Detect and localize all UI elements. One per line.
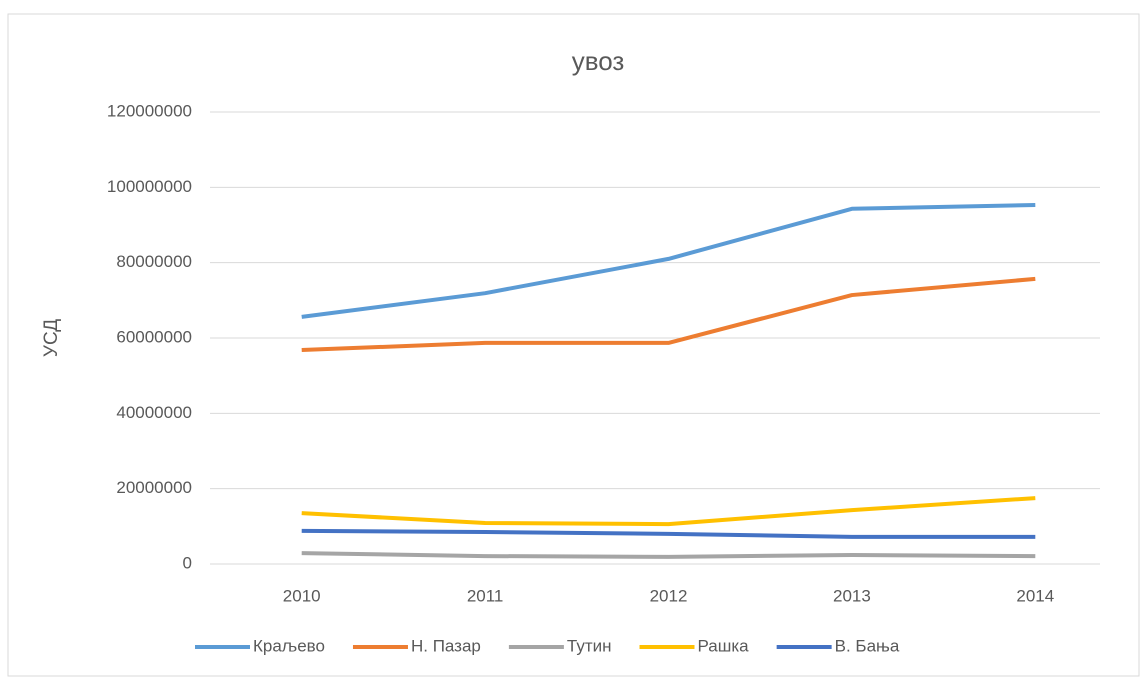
series-line bbox=[301, 528, 1036, 539]
legend-label: В. Бања bbox=[835, 636, 900, 655]
x-tick-label: 2014 bbox=[1016, 586, 1054, 605]
legend-label: Н. Пазар bbox=[411, 636, 481, 655]
series-line bbox=[301, 203, 1036, 319]
series-line bbox=[301, 276, 1036, 353]
y-tick-label: 120000000 bbox=[107, 101, 192, 120]
y-tick-label: 20000000 bbox=[116, 478, 192, 497]
x-tick-label: 2012 bbox=[650, 586, 688, 605]
y-axis-label: УСД bbox=[41, 319, 62, 357]
legend-label: Рашка bbox=[698, 636, 750, 655]
y-tick-label: 80000000 bbox=[116, 252, 192, 271]
legend-label: Краљево bbox=[253, 636, 325, 655]
y-tick-label: 60000000 bbox=[116, 327, 192, 346]
x-tick-label: 2013 bbox=[833, 586, 871, 605]
y-tick-label: 40000000 bbox=[116, 403, 192, 422]
y-tick-label: 0 bbox=[183, 553, 192, 572]
chart-border bbox=[7, 13, 1140, 677]
y-tick-label: 100000000 bbox=[107, 177, 192, 196]
chart-title: увоз bbox=[572, 46, 625, 76]
legend-label: Тутин bbox=[567, 636, 612, 655]
x-tick-label: 2010 bbox=[283, 586, 321, 605]
series-line bbox=[301, 551, 1036, 559]
series-line bbox=[301, 496, 1036, 527]
x-tick-label: 2011 bbox=[467, 586, 504, 605]
